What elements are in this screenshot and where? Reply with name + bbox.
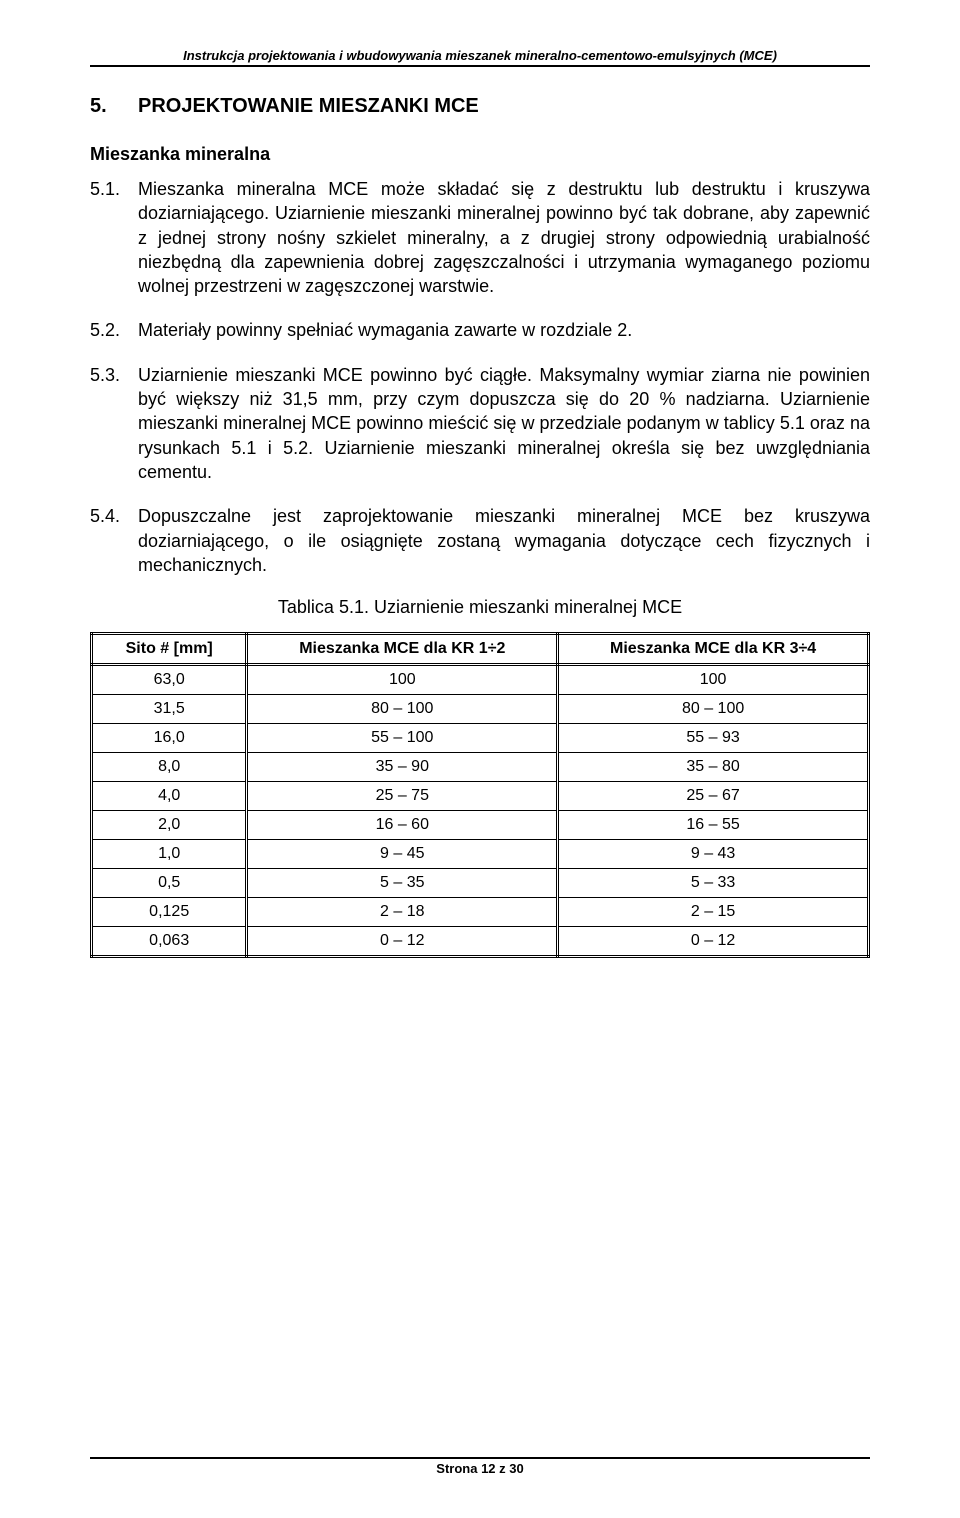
table-cell: 80 – 100 [247,695,558,724]
table-cell: 35 – 90 [247,753,558,782]
paragraph-number: 5.2. [90,318,138,342]
table-cell: 80 – 100 [558,695,869,724]
paragraph-5-2: 5.2. Materiały powinny spełniać wymagani… [90,318,870,342]
table-row: 63,0 100 100 [92,665,869,695]
table-cell: 9 – 43 [558,840,869,869]
table-cell: 0,5 [92,869,247,898]
section-heading: 5.PROJEKTOWANIE MIESZANKI MCE [90,95,870,118]
table-row: 4,0 25 – 75 25 – 67 [92,782,869,811]
table-caption: Tablica 5.1. Uziarnienie mieszanki miner… [90,597,870,618]
subsection-heading: Mieszanka mineralna [90,144,870,165]
table-cell: 55 – 100 [247,724,558,753]
section-number: 5. [90,95,138,118]
table-cell: 0,125 [92,898,247,927]
table-row: 31,5 80 – 100 80 – 100 [92,695,869,724]
table-cell: 35 – 80 [558,753,869,782]
table-row: 0,125 2 – 18 2 – 15 [92,898,869,927]
table-cell: 25 – 67 [558,782,869,811]
paragraph-5-3: 5.3. Uziarnienie mieszanki MCE powinno b… [90,363,870,484]
table-cell: 100 [247,665,558,695]
table-cell: 63,0 [92,665,247,695]
table-cell: 8,0 [92,753,247,782]
section-title: PROJEKTOWANIE MIESZANKI MCE [138,95,479,117]
table-cell: 5 – 35 [247,869,558,898]
paragraph-number: 5.3. [90,363,138,484]
table-row: 16,0 55 – 100 55 – 93 [92,724,869,753]
table-cell: 31,5 [92,695,247,724]
page-header: Instrukcja projektowania i wbudowywania … [90,48,870,67]
paragraph-5-4: 5.4. Dopuszczalne jest zaprojektowanie m… [90,504,870,577]
table-row: 0,063 0 – 12 0 – 12 [92,927,869,957]
table-header-row: Sito # [mm] Mieszanka MCE dla KR 1÷2 Mie… [92,634,869,665]
table-cell: 1,0 [92,840,247,869]
table-cell: 16,0 [92,724,247,753]
table-cell: 2,0 [92,811,247,840]
table-cell: 16 – 60 [247,811,558,840]
table-cell: 25 – 75 [247,782,558,811]
paragraph-body: Dopuszczalne jest zaprojektowanie miesza… [138,504,870,577]
paragraph-5-1: 5.1. Mieszanka mineralna MCE może składa… [90,177,870,298]
table-cell: 2 – 18 [247,898,558,927]
table-cell: 0 – 12 [558,927,869,957]
table-row: 1,0 9 – 45 9 – 43 [92,840,869,869]
table-cell: 4,0 [92,782,247,811]
grain-size-table: Sito # [mm] Mieszanka MCE dla KR 1÷2 Mie… [90,632,870,958]
table-cell: 9 – 45 [247,840,558,869]
page-footer: Strona 12 z 30 [90,1457,870,1476]
table-row: 8,0 35 – 90 35 – 80 [92,753,869,782]
table-header-cell: Mieszanka MCE dla KR 1÷2 [247,634,558,665]
table-header-cell: Sito # [mm] [92,634,247,665]
paragraph-body: Mieszanka mineralna MCE może składać się… [138,177,870,298]
paragraph-number: 5.4. [90,504,138,577]
paragraph-body: Materiały powinny spełniać wymagania zaw… [138,318,870,342]
paragraph-number: 5.1. [90,177,138,298]
table-cell: 2 – 15 [558,898,869,927]
table-row: 2,0 16 – 60 16 – 55 [92,811,869,840]
table-cell: 16 – 55 [558,811,869,840]
table-cell: 55 – 93 [558,724,869,753]
table-row: 0,5 5 – 35 5 – 33 [92,869,869,898]
table-cell: 100 [558,665,869,695]
table-cell: 0,063 [92,927,247,957]
table-header-cell: Mieszanka MCE dla KR 3÷4 [558,634,869,665]
paragraph-body: Uziarnienie mieszanki MCE powinno być ci… [138,363,870,484]
table-cell: 0 – 12 [247,927,558,957]
table-cell: 5 – 33 [558,869,869,898]
